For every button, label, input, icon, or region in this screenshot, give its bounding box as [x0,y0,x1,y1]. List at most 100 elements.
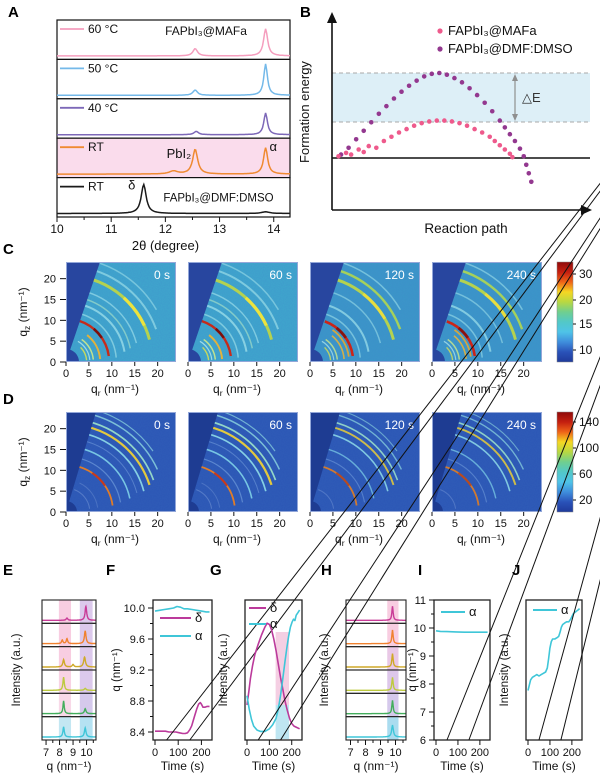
diffraction-arc [77,340,91,360]
diffraction-arc [322,312,361,358]
x-axis-label: Time (s) [532,759,576,773]
diffraction-arc [200,312,239,358]
data-point [497,118,503,123]
xrd-curve [57,182,290,215]
image-frame [432,412,542,512]
y-tick: 9 [420,651,426,663]
spectrum-curve [42,700,96,715]
diffraction-arc [203,338,217,360]
y-axis-label: qz (nm⁻¹) [16,437,32,486]
data-point [356,147,361,152]
spectrum-curve [42,630,96,645]
x-tick: 15 [129,518,141,530]
spectrum-curve [42,676,96,691]
data-point [376,111,382,117]
time-label: 60 s [269,268,292,282]
data-point [517,146,523,151]
diffraction-arc [99,412,154,452]
data-curve [155,701,210,735]
data-point [381,138,387,144]
data-point [507,131,513,137]
x-tick: 15 [251,518,263,530]
data-point [482,100,487,106]
colorbar-tick: 140 [579,415,599,429]
diffraction-arc [446,346,454,361]
x-tick: 0 [429,368,435,380]
panel-label-d: D [3,391,14,408]
diffraction-arc [443,340,457,360]
image-frame [310,412,420,512]
y-axis-label: Intensity (a.u.) [11,633,23,706]
y-tick: 10 [414,623,426,635]
data-curve [246,609,301,733]
diffraction-arc [453,335,467,360]
diffraction-arc [321,457,366,503]
x-axis-label: Time (s) [440,759,484,773]
y-axis-label: q (nm⁻¹) [407,648,419,691]
x-tick: 20 [396,518,408,530]
tick-mark [189,190,600,741]
diffraction-arc [202,346,210,361]
x-tick: 200 [563,747,581,759]
diffraction-arc [335,326,347,339]
diffraction-arc [362,292,387,320]
panel-e: 7 8 9 10q (nm⁻¹) Intensity (a.u.) [11,599,97,773]
colorbar-tick: 15 [579,317,593,331]
image-frame [66,412,176,512]
xrd-subpanel [56,19,291,61]
x-tick: 15 [251,368,263,380]
highlight-band [275,705,290,739]
xrd-curve [57,112,290,136]
panel-label-b: B [300,4,311,21]
diffraction-arc [122,296,146,327]
data-point [434,118,440,123]
image-frame [66,262,176,362]
x-axis-label: qr (nm⁻¹) [457,532,505,548]
xrd-curve [57,28,290,57]
beamstop-disc [310,501,321,512]
data-point [404,126,409,132]
panel-h: 7 8 9 10q (nm⁻¹) Intensity (a.u.) [319,599,407,773]
diffraction-arc [221,412,276,452]
y-tick: 5 [50,486,56,498]
detector-wedge [188,262,222,362]
colorbar-tick: 30 [579,267,593,281]
legend-label: FAPbI₃@DMF:DMSO [448,41,573,56]
data-curve [435,630,488,634]
data-point [414,78,419,83]
detector-wedge [188,412,218,512]
data-point [348,152,354,157]
diffraction-arc [465,412,520,452]
x-tick: 9 [70,747,76,759]
diffraction-arc [213,472,228,487]
annotation: δ [128,178,135,193]
x-axis-label: qr (nm⁻¹) [91,382,139,398]
data-point [429,71,435,77]
x-tick: 0 [244,747,250,759]
data-point [336,154,341,159]
x-tick: 5 [330,518,336,530]
x-tick: 0 [307,518,313,530]
spectrum-curve [42,604,96,621]
giwaxs-image: 0 s [66,412,176,512]
diffraction-arc [77,457,122,503]
giwaxs-image: 240 s [432,412,542,512]
delta-e-label: △E [522,90,541,105]
diffraction-arc [484,292,509,320]
time-label: 240 s [507,418,536,432]
diffraction-arc [335,472,350,487]
diffraction-arc [214,262,280,311]
spectrum-curve [42,725,96,738]
highlight-band [79,716,93,740]
x-tick: 5 [208,368,214,380]
x-tick: 0 [185,368,191,380]
x-tick: 10 [106,518,118,530]
x-tick: 200 [283,747,301,759]
y-tick: 0 [50,507,56,519]
detector-wedge [66,262,100,362]
arrow-head [512,114,518,121]
data-point [421,74,427,79]
giwaxs-image: 120 s [310,412,420,512]
